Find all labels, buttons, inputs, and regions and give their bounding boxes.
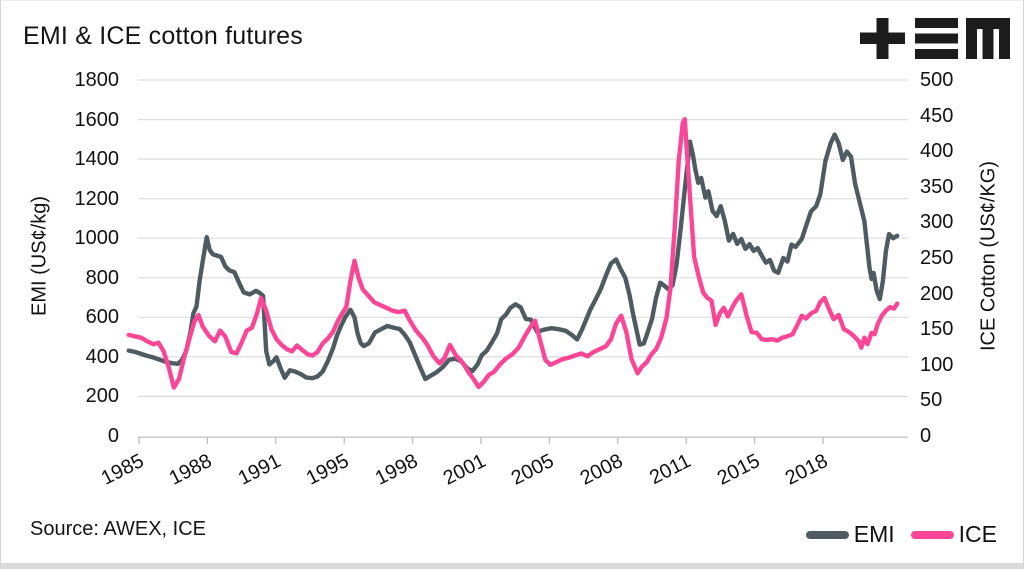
y-left-tick-label: 1000: [74, 227, 120, 250]
y-left-tick-label: 600: [85, 306, 119, 329]
y-left-tick-label: 1400: [74, 148, 120, 171]
emi-line: [126, 132, 900, 382]
y-left-tick-label: 1200: [74, 187, 120, 210]
legend-label-emi: EMI: [853, 521, 895, 547]
emi-line-swatch-icon: [805, 530, 849, 539]
y-left-tick-label: 200: [85, 385, 119, 408]
legend-item-ice: ICE: [910, 521, 997, 548]
y-right-tick-label: 50: [920, 389, 943, 412]
tem-logo-icon: [860, 18, 1010, 59]
y-left-tick-label: 0: [107, 425, 119, 447]
y-right-tick-label: 0: [920, 425, 932, 447]
y-right-tick-label: 150: [920, 318, 954, 341]
y-left-tick-label: 800: [85, 266, 119, 289]
y-right-tick-label: 500: [920, 69, 954, 91]
y-right-tick-label: 400: [920, 140, 954, 163]
page-title: EMI & ICE cotton futures: [23, 22, 303, 50]
plus-icon: [860, 18, 905, 59]
y-axis-right-title: ICE Cotton (US¢/KG): [977, 160, 1000, 352]
y-right-tick-label: 350: [920, 175, 954, 198]
y-right-tick-label: 200: [920, 282, 954, 305]
y-left-tick-label: 400: [85, 345, 119, 368]
legend-item-emi: EMI: [805, 521, 895, 548]
window-bottom-edge: [1, 563, 1023, 569]
y-right-tick-label: 250: [920, 247, 954, 269]
y-right-tick-label: 450: [920, 104, 954, 127]
three-bars-icon: [915, 18, 958, 59]
legend-label-ice: ICE: [958, 521, 997, 547]
y-right-tick-label: 100: [920, 353, 954, 376]
y-left-tick-label: 1800: [74, 69, 120, 91]
y-left-tick-label: 1600: [74, 108, 120, 131]
y-right-tick-label: 300: [920, 211, 954, 234]
y-axis-left-title: EMI (US¢/kg): [28, 195, 51, 317]
legend: EMI ICE: [805, 521, 997, 548]
source-note: Source: AWEX, ICE: [30, 518, 206, 540]
ice-line: [126, 117, 900, 390]
m-glyph-icon: [966, 18, 1010, 59]
ice-line-swatch-icon: [910, 530, 954, 539]
